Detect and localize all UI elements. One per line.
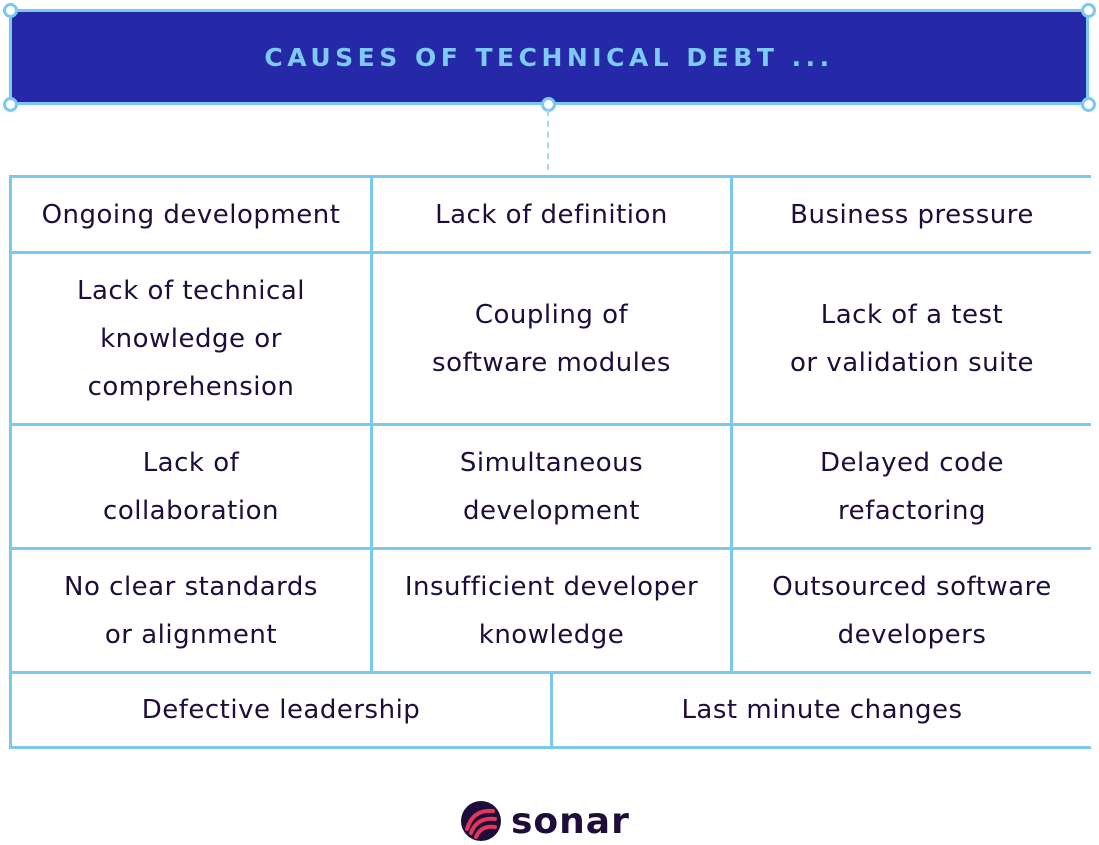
cause-no-clear-standards: No clear standards or alignment (12, 550, 370, 671)
cause-simultaneous-development: Simultaneous development (373, 426, 730, 547)
title-handle-bottom-right (1081, 97, 1096, 112)
grid-row-3: Lack of collaboration Simultaneous devel… (12, 426, 1091, 547)
title-handle-bottom-left (3, 97, 18, 112)
grid-row-1: Ongoing development Lack of definition B… (12, 178, 1091, 251)
cause-lack-of-definition: Lack of definition (373, 178, 730, 251)
cause-coupling-of-modules: Coupling of software modules (373, 254, 730, 423)
cause-lack-of-technical-knowledge: Lack of technical knowledge or comprehen… (12, 254, 370, 423)
cause-business-pressure: Business pressure (733, 178, 1091, 251)
cause-ongoing-development: Ongoing development (12, 178, 370, 251)
title-box: CAUSES OF TECHNICAL DEBT ... (9, 9, 1089, 105)
sonar-logo: sonar (459, 797, 630, 845)
cause-insufficient-knowledge: Insufficient developer knowledge (373, 550, 730, 671)
sonar-logo-icon (461, 801, 501, 841)
cause-defective-leadership: Defective leadership (12, 674, 550, 746)
cause-lack-of-collaboration: Lack of collaboration (12, 426, 370, 547)
grid-row-4: No clear standards or alignment Insuffic… (12, 550, 1091, 671)
cause-delayed-refactoring: Delayed code refactoring (733, 426, 1091, 547)
title-handle-top-left (3, 3, 18, 18)
cause-last-minute-changes: Last minute changes (553, 674, 1091, 746)
connector-line (547, 110, 549, 170)
cause-lack-of-test-suite: Lack of a test or validation suite (733, 254, 1091, 423)
grid-row-2: Lack of technical knowledge or comprehen… (12, 254, 1091, 423)
logo-wordmark: sonar (511, 800, 630, 842)
cause-outsourced-developers: Outsourced software developers (733, 550, 1091, 671)
title-handle-top-right (1081, 3, 1096, 18)
grid-row-5: Defective leadership Last minute changes (12, 674, 1091, 746)
diagram-title: CAUSES OF TECHNICAL DEBT ... (264, 42, 834, 72)
causes-grid: Ongoing development Lack of definition B… (9, 175, 1091, 749)
